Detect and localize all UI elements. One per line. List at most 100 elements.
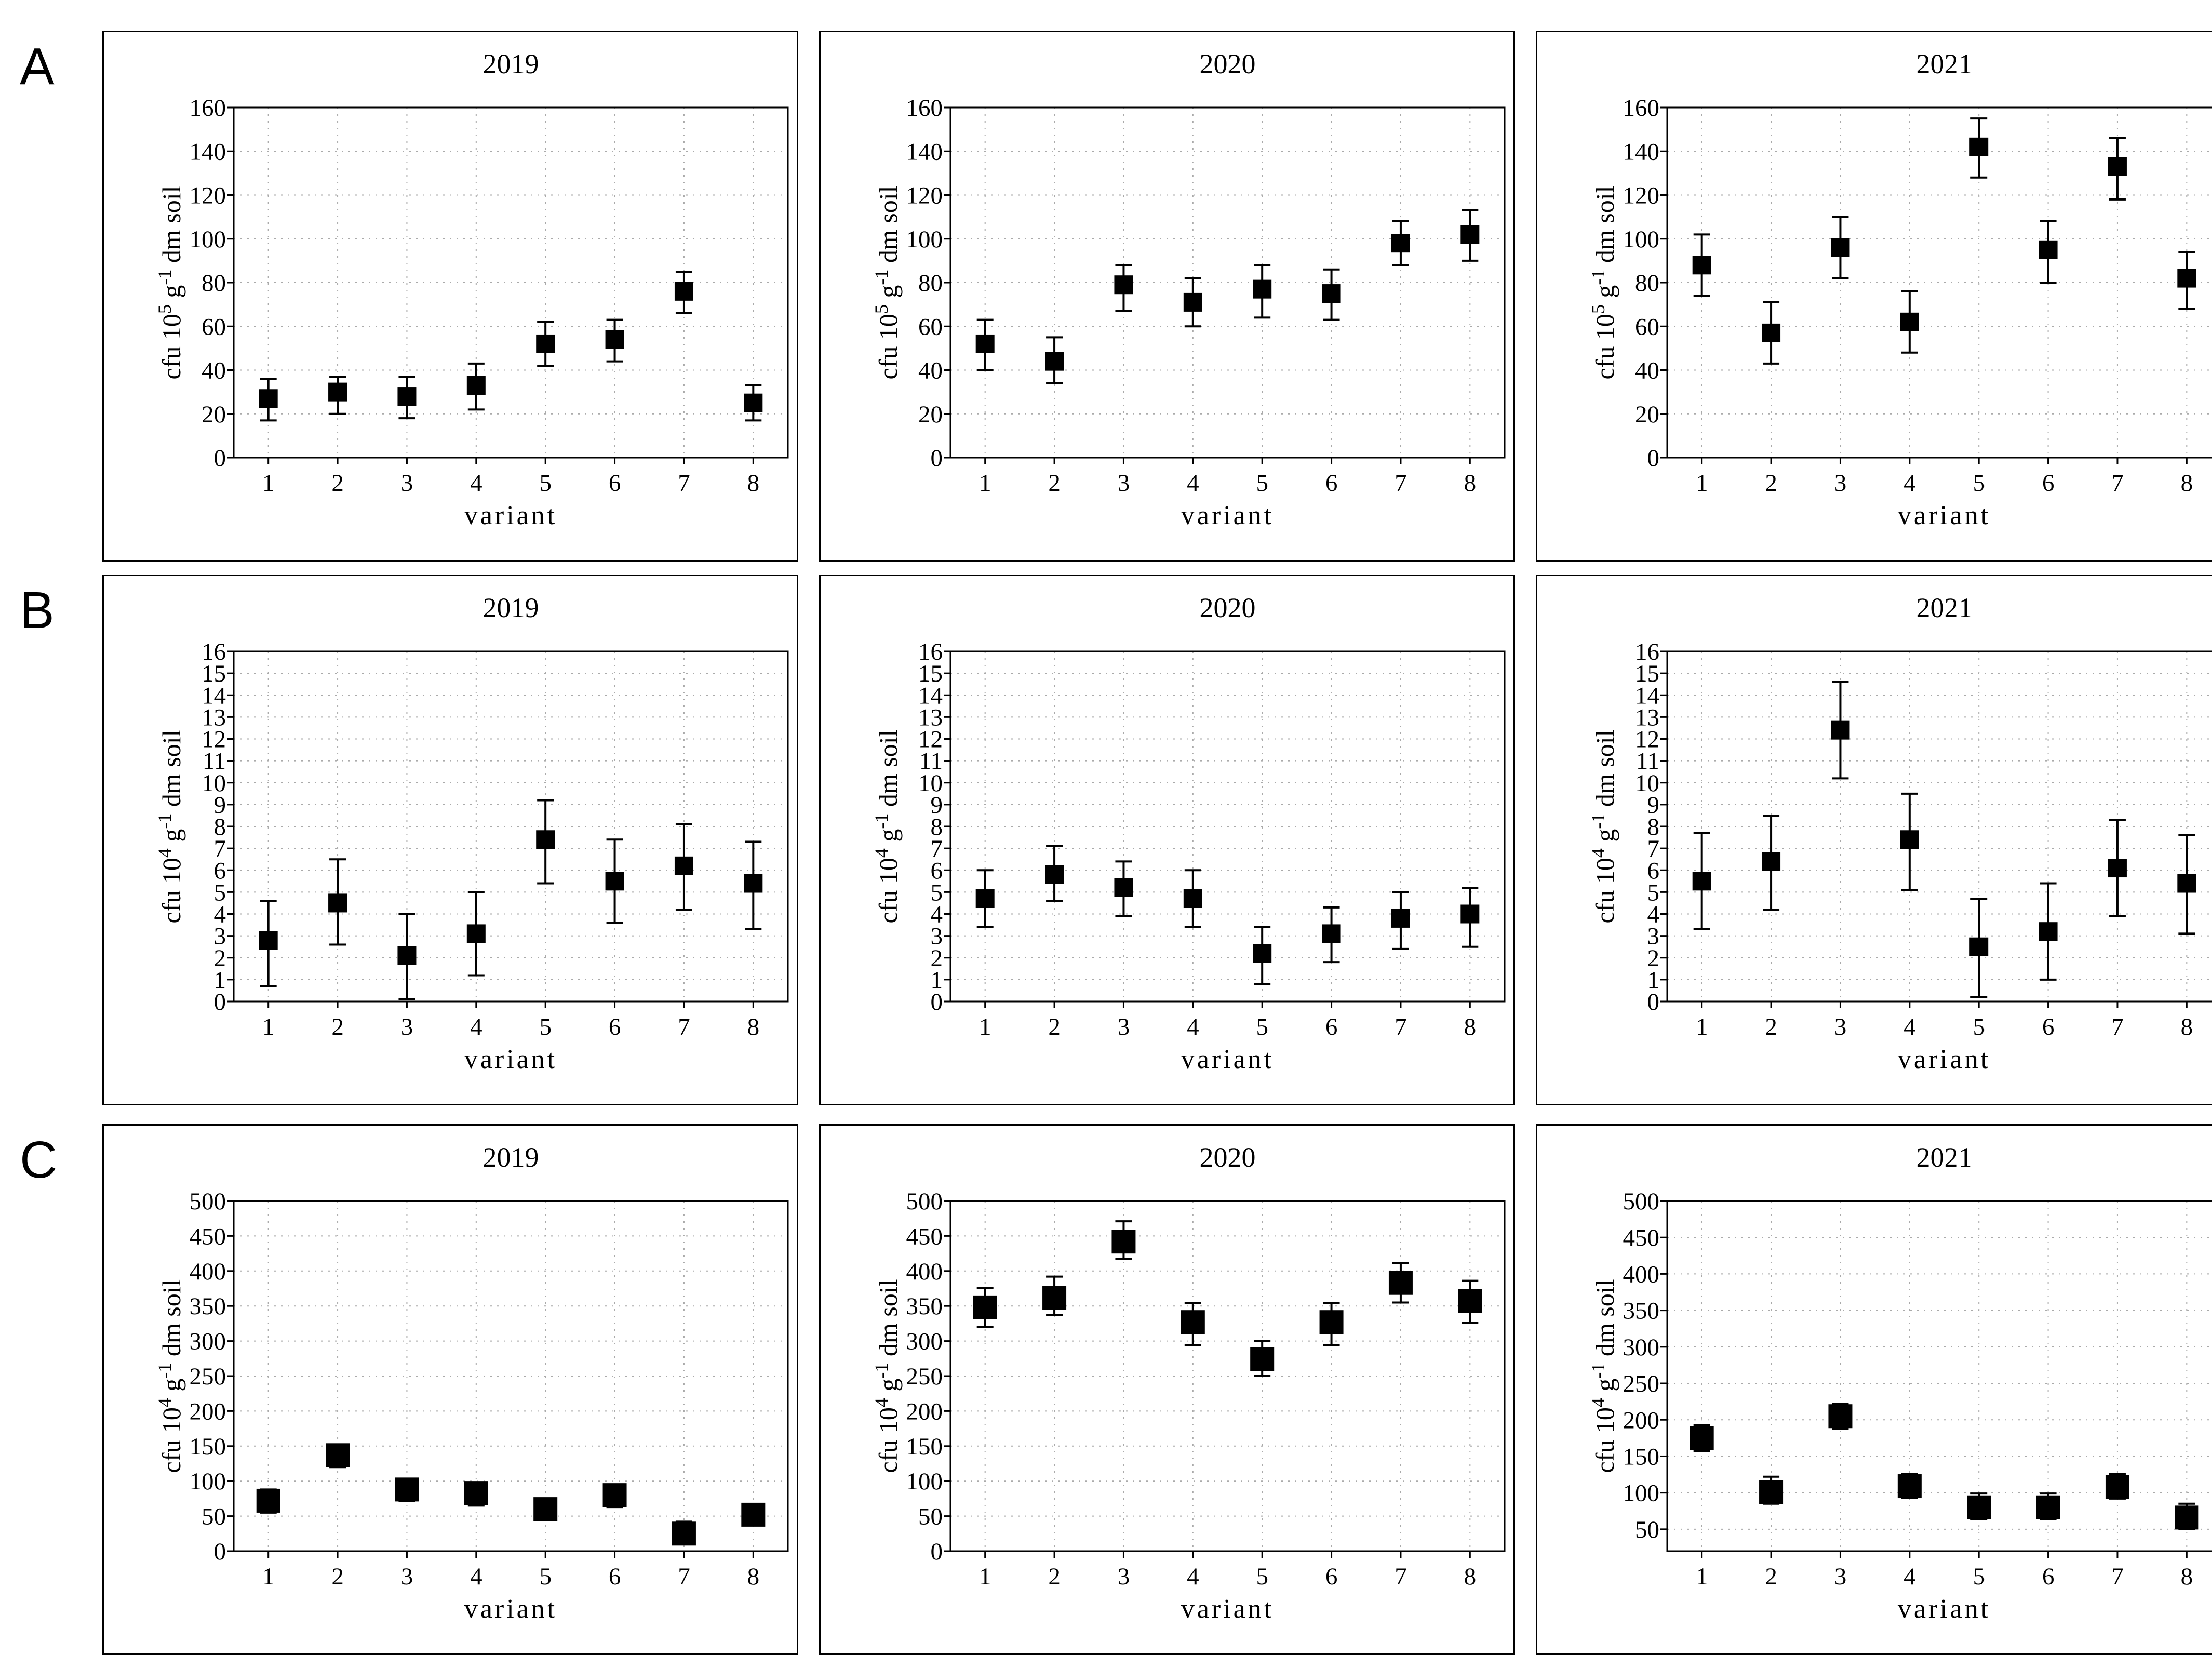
svg-text:250: 250 [1623, 1370, 1660, 1397]
svg-text:3: 3 [1834, 1563, 1847, 1590]
svg-text:1: 1 [1696, 470, 1708, 497]
svg-text:50: 50 [918, 1503, 943, 1530]
svg-text:4: 4 [1903, 470, 1916, 497]
svg-text:0: 0 [931, 1538, 943, 1565]
svg-text:4: 4 [1903, 1563, 1916, 1590]
svg-text:1: 1 [262, 470, 275, 497]
svg-text:50: 50 [1635, 1516, 1659, 1543]
svg-text:8: 8 [747, 1563, 760, 1590]
svg-text:160: 160 [906, 95, 943, 122]
svg-text:2: 2 [1765, 1013, 1777, 1040]
svg-text:450: 450 [906, 1223, 943, 1250]
svg-text:2: 2 [331, 470, 344, 497]
svg-text:6: 6 [2042, 1563, 2055, 1590]
svg-text:6: 6 [1325, 470, 1338, 497]
svg-text:1: 1 [1696, 1563, 1708, 1590]
svg-text:6: 6 [1325, 1013, 1338, 1040]
svg-text:350: 350 [906, 1293, 943, 1320]
svg-text:cfu 104 g-1 dm soil: cfu 104 g-1 dm soil [1588, 730, 1619, 924]
svg-text:2: 2 [1048, 1013, 1061, 1040]
svg-text:20: 20 [918, 401, 943, 428]
svg-text:4: 4 [470, 470, 482, 497]
svg-text:2020: 2020 [1200, 1142, 1256, 1173]
svg-text:variant: variant [464, 501, 557, 530]
svg-text:6: 6 [609, 1563, 621, 1590]
svg-text:variant: variant [1181, 1594, 1274, 1624]
svg-text:7: 7 [678, 1563, 690, 1590]
svg-text:100: 100 [906, 226, 943, 253]
svg-text:50: 50 [202, 1503, 226, 1530]
svg-text:4: 4 [1187, 1563, 1199, 1590]
svg-text:40: 40 [202, 357, 226, 384]
svg-text:120: 120 [190, 182, 226, 209]
svg-text:200: 200 [1623, 1407, 1660, 1434]
svg-text:cfu 104 g-1 dm soil: cfu 104 g-1 dm soil [154, 1279, 186, 1473]
svg-text:7: 7 [2111, 1563, 2124, 1590]
svg-text:2: 2 [1048, 1563, 1061, 1590]
svg-text:cfu 104 g-1 dm soil: cfu 104 g-1 dm soil [1588, 1279, 1619, 1473]
svg-text:200: 200 [906, 1398, 943, 1425]
svg-text:6: 6 [2042, 470, 2055, 497]
svg-text:140: 140 [1623, 138, 1660, 165]
svg-text:100: 100 [1623, 1480, 1660, 1507]
row-label-a: A [20, 41, 82, 92]
svg-text:5: 5 [1973, 1013, 1985, 1040]
svg-text:0: 0 [1647, 445, 1660, 472]
svg-text:variant: variant [1181, 501, 1274, 530]
svg-text:7: 7 [1395, 470, 1407, 497]
svg-text:3: 3 [1118, 1563, 1130, 1590]
svg-text:450: 450 [1623, 1224, 1660, 1251]
svg-text:4: 4 [470, 1013, 482, 1040]
svg-text:100: 100 [906, 1468, 943, 1495]
svg-text:400: 400 [190, 1258, 226, 1285]
svg-text:80: 80 [918, 270, 943, 297]
svg-text:300: 300 [1623, 1334, 1660, 1361]
svg-text:140: 140 [906, 138, 943, 165]
svg-text:16: 16 [1635, 638, 1659, 665]
svg-text:40: 40 [1635, 357, 1659, 384]
svg-text:5: 5 [1973, 1563, 1985, 1590]
svg-text:6: 6 [1325, 1563, 1338, 1590]
svg-text:300: 300 [190, 1328, 226, 1355]
svg-text:150: 150 [906, 1433, 943, 1460]
svg-text:250: 250 [906, 1363, 943, 1390]
svg-text:variant: variant [1898, 501, 1991, 530]
svg-text:variant: variant [464, 1045, 557, 1074]
svg-text:5: 5 [1256, 1013, 1268, 1040]
svg-text:400: 400 [906, 1258, 943, 1285]
svg-text:140: 140 [190, 138, 226, 165]
svg-text:8: 8 [1464, 1563, 1477, 1590]
svg-text:1: 1 [979, 1563, 991, 1590]
svg-text:2020: 2020 [1200, 592, 1256, 623]
svg-text:5: 5 [1973, 470, 1985, 497]
svg-text:1: 1 [979, 470, 991, 497]
svg-text:7: 7 [678, 470, 690, 497]
svg-text:cfu 104 g-1 dm soil: cfu 104 g-1 dm soil [871, 730, 903, 924]
svg-text:300: 300 [906, 1328, 943, 1355]
svg-text:8: 8 [2181, 470, 2193, 497]
svg-text:2: 2 [1765, 470, 1777, 497]
svg-text:60: 60 [918, 313, 943, 340]
svg-text:cfu 105 g-1 dm soil: cfu 105 g-1 dm soil [1588, 186, 1619, 380]
svg-text:5: 5 [1256, 1563, 1268, 1590]
svg-text:16: 16 [202, 638, 226, 665]
svg-text:1: 1 [262, 1013, 275, 1040]
svg-text:6: 6 [609, 470, 621, 497]
svg-text:160: 160 [190, 95, 226, 122]
svg-text:150: 150 [1623, 1443, 1660, 1470]
svg-text:8: 8 [2181, 1013, 2193, 1040]
row-label-c: C [20, 1134, 82, 1186]
